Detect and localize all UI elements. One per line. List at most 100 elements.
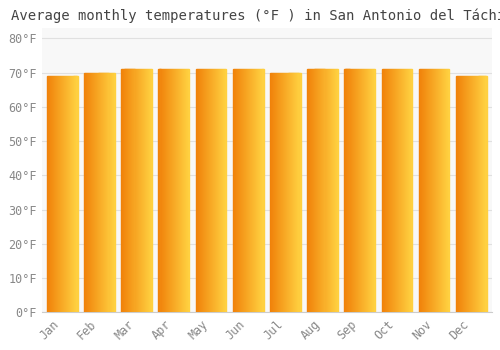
Bar bbox=[273, 73, 274, 313]
Bar bbox=[463, 76, 464, 313]
Bar bbox=[170, 69, 172, 313]
Bar bbox=[390, 69, 391, 313]
Bar bbox=[220, 69, 221, 313]
Bar bbox=[482, 76, 484, 313]
Bar bbox=[436, 69, 438, 313]
Bar bbox=[360, 69, 361, 313]
Bar bbox=[136, 69, 138, 313]
Bar bbox=[134, 69, 136, 313]
Bar bbox=[204, 69, 205, 313]
Bar bbox=[336, 69, 337, 313]
Bar bbox=[421, 69, 422, 313]
Bar bbox=[272, 73, 274, 313]
Bar bbox=[255, 69, 256, 313]
Bar bbox=[257, 69, 258, 313]
Bar bbox=[53, 76, 54, 313]
Bar bbox=[330, 69, 331, 313]
Bar bbox=[429, 69, 430, 313]
Bar bbox=[425, 69, 426, 313]
Bar bbox=[196, 69, 198, 313]
Bar bbox=[388, 69, 389, 313]
Bar bbox=[164, 69, 166, 313]
Bar bbox=[284, 73, 286, 313]
Bar bbox=[307, 69, 308, 313]
Bar bbox=[211, 69, 212, 313]
Bar bbox=[188, 69, 189, 313]
Bar bbox=[132, 69, 134, 313]
Bar bbox=[254, 69, 256, 313]
Bar bbox=[309, 69, 310, 313]
Bar bbox=[140, 69, 141, 313]
Bar bbox=[85, 73, 86, 313]
Bar bbox=[461, 76, 462, 313]
Bar bbox=[281, 73, 282, 313]
Bar bbox=[174, 69, 176, 313]
Bar bbox=[144, 69, 146, 313]
Bar bbox=[447, 69, 448, 313]
Bar bbox=[283, 73, 284, 313]
Bar bbox=[122, 69, 124, 313]
Bar bbox=[393, 69, 394, 313]
Bar bbox=[74, 76, 76, 313]
Bar bbox=[205, 69, 206, 313]
Bar bbox=[434, 69, 435, 313]
Bar bbox=[88, 73, 90, 313]
Bar bbox=[170, 69, 171, 313]
Bar bbox=[430, 69, 431, 313]
Bar bbox=[446, 69, 448, 313]
Bar bbox=[89, 73, 90, 313]
Bar bbox=[358, 69, 360, 313]
Bar bbox=[219, 69, 220, 313]
Bar bbox=[172, 69, 174, 313]
Bar bbox=[128, 69, 130, 313]
Bar bbox=[368, 69, 369, 313]
Bar bbox=[102, 73, 104, 313]
Bar bbox=[168, 69, 169, 313]
Bar bbox=[404, 69, 405, 313]
Bar bbox=[442, 69, 444, 313]
Bar bbox=[275, 73, 276, 313]
Bar bbox=[326, 69, 328, 313]
Bar bbox=[207, 69, 208, 313]
Bar bbox=[410, 69, 412, 313]
Bar bbox=[72, 76, 74, 313]
Bar bbox=[411, 69, 412, 313]
Bar bbox=[374, 69, 375, 313]
Bar bbox=[233, 69, 234, 313]
Bar bbox=[148, 69, 150, 313]
Bar bbox=[96, 73, 98, 313]
Bar bbox=[224, 69, 226, 313]
Bar bbox=[48, 76, 49, 313]
Bar bbox=[444, 69, 446, 313]
Bar bbox=[270, 73, 271, 313]
Bar bbox=[432, 69, 433, 313]
Bar bbox=[52, 76, 53, 313]
Bar bbox=[344, 69, 346, 313]
Bar bbox=[98, 73, 100, 313]
Bar bbox=[47, 76, 48, 313]
Bar bbox=[112, 73, 114, 313]
Bar bbox=[70, 76, 72, 313]
Bar bbox=[370, 69, 371, 313]
Bar bbox=[160, 69, 162, 313]
Bar bbox=[457, 76, 458, 313]
Bar bbox=[464, 76, 466, 313]
Bar bbox=[245, 69, 246, 313]
Bar bbox=[320, 69, 322, 313]
Bar bbox=[465, 76, 466, 313]
Bar bbox=[352, 69, 354, 313]
Bar bbox=[162, 69, 164, 313]
Bar bbox=[91, 73, 92, 313]
Bar bbox=[62, 76, 64, 313]
Bar bbox=[187, 69, 188, 313]
Bar bbox=[65, 76, 66, 313]
Bar bbox=[386, 69, 387, 313]
Bar bbox=[86, 73, 88, 313]
Bar bbox=[437, 69, 438, 313]
Bar bbox=[106, 73, 108, 313]
Bar bbox=[473, 76, 474, 313]
Bar bbox=[396, 69, 397, 313]
Bar bbox=[279, 73, 280, 313]
Bar bbox=[336, 69, 338, 313]
Bar bbox=[468, 76, 469, 313]
